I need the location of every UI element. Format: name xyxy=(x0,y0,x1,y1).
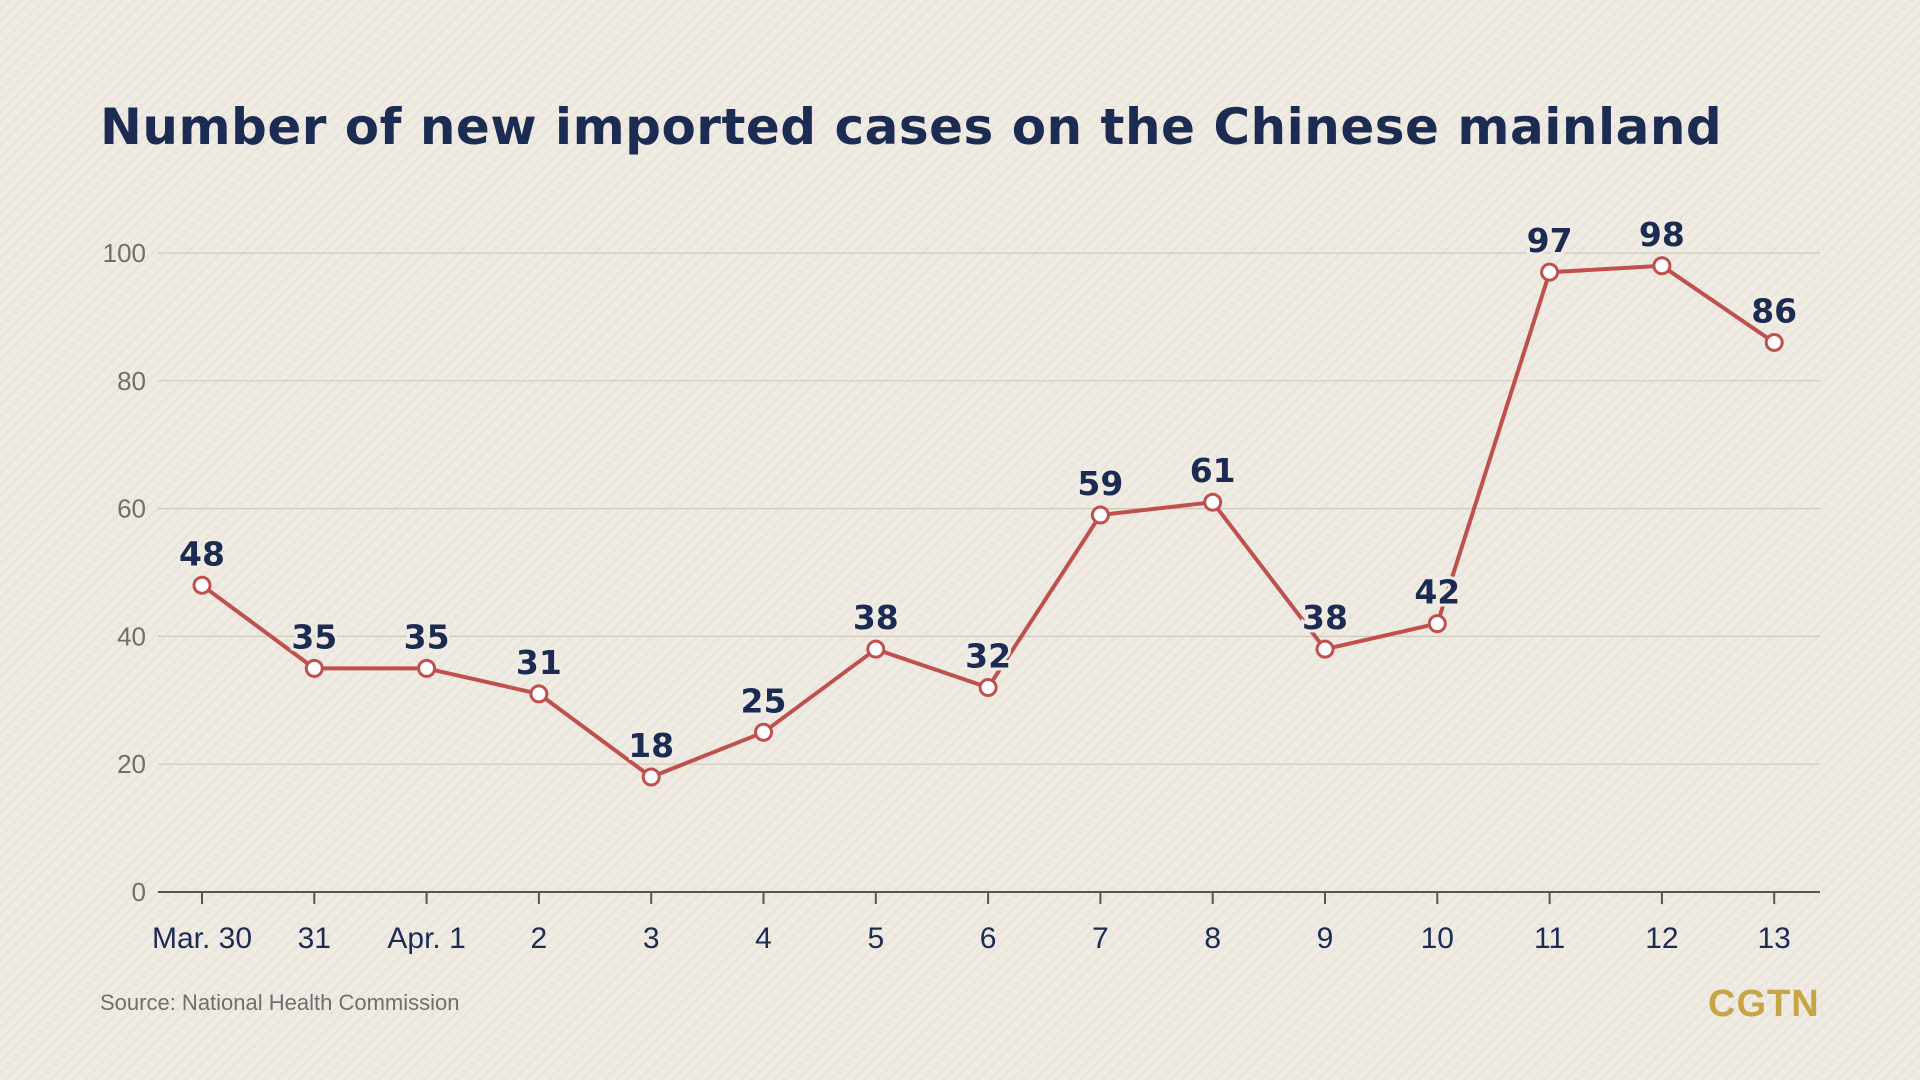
data-label: 38 xyxy=(853,598,899,637)
data-points xyxy=(192,256,1784,787)
y-tick-label: 80 xyxy=(117,366,146,396)
data-point xyxy=(1090,505,1110,525)
x-tick-label: 3 xyxy=(643,922,660,955)
x-tick-label: 5 xyxy=(867,922,884,955)
data-point xyxy=(417,658,437,678)
data-label: 25 xyxy=(741,681,787,720)
data-point xyxy=(1315,639,1335,659)
data-label: 59 xyxy=(1077,464,1123,503)
data-label: 35 xyxy=(291,617,337,656)
x-tick-label: 10 xyxy=(1421,922,1454,955)
x-tick-label: 7 xyxy=(1092,922,1109,955)
y-tick-label: 0 xyxy=(132,877,146,907)
data-label: 32 xyxy=(965,637,1011,676)
x-tick-label: 11 xyxy=(1534,922,1565,955)
data-label: 86 xyxy=(1751,291,1797,330)
x-tick-label: Mar. 30 xyxy=(152,922,252,955)
data-label: 38 xyxy=(1302,598,1348,637)
data-point xyxy=(1427,614,1447,634)
data-point xyxy=(754,722,773,742)
x-tick-label: 8 xyxy=(1204,922,1221,955)
data-point xyxy=(1764,332,1784,352)
cgtn-logo: CGTN xyxy=(1708,983,1820,1025)
x-tick-label: 13 xyxy=(1758,922,1791,955)
data-label: 18 xyxy=(628,726,674,765)
data-point xyxy=(529,684,549,704)
data-point xyxy=(641,767,661,787)
source-note: Source: National Health Commission xyxy=(100,990,460,1015)
chart-title: Number of new imported cases on the Chin… xyxy=(100,98,1723,156)
data-point xyxy=(978,678,998,698)
data-point xyxy=(1540,262,1560,282)
data-label: 42 xyxy=(1414,573,1460,612)
x-tick-label: Apr. 1 xyxy=(387,922,465,955)
x-tick-label: 4 xyxy=(755,922,772,955)
y-tick-label: 100 xyxy=(103,238,146,268)
data-label: 48 xyxy=(179,534,225,573)
data-label: 61 xyxy=(1190,451,1236,490)
data-point xyxy=(304,658,324,678)
data-label: 98 xyxy=(1639,215,1685,254)
data-labels: 48 35 35 31 18 25 38 32 59 61 38 42 97 98 86 xyxy=(176,212,1800,768)
data-point xyxy=(192,575,212,595)
y-tick-label: 40 xyxy=(117,621,146,651)
series-line xyxy=(200,263,1777,779)
data-point xyxy=(1203,492,1223,512)
x-tick-label: 6 xyxy=(980,922,997,955)
data-point xyxy=(1652,256,1672,276)
y-tick-label: 60 xyxy=(117,494,146,524)
x-tick-label: 2 xyxy=(531,922,548,955)
gridlines xyxy=(158,252,1820,765)
y-axis-ticks: 0 20 40 60 80 100 xyxy=(103,238,146,907)
x-tick-label: 12 xyxy=(1645,922,1678,955)
y-tick-label: 20 xyxy=(117,749,146,779)
x-axis-ticks: Mar. 30 31 Apr. 1 2 3 4 5 6 7 8 9 10 11 12 13 xyxy=(152,892,1791,955)
data-label: 97 xyxy=(1527,221,1573,260)
x-tick-label: 31 xyxy=(298,922,331,955)
data-label: 31 xyxy=(516,643,562,682)
data-point xyxy=(866,639,886,659)
data-label: 35 xyxy=(404,617,450,656)
x-tick-label: 9 xyxy=(1317,922,1334,955)
